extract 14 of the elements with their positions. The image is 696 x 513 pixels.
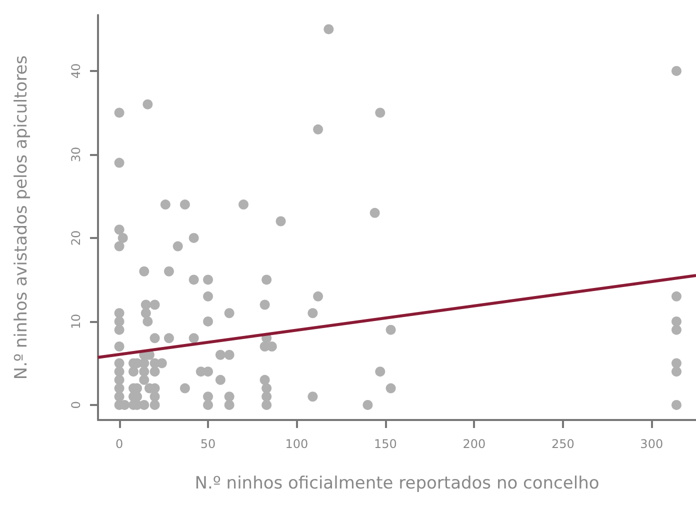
x-tick-label: 300 (640, 437, 664, 451)
y-tick-label: 0 (69, 401, 83, 409)
y-tick-label: 40 (69, 63, 83, 79)
y-tick-label: 30 (69, 146, 83, 162)
x-tick-label: 200 (462, 437, 486, 451)
x-tick-label: 0 (115, 437, 124, 451)
y-tick-label: 10 (69, 314, 83, 330)
x-tick-label: 100 (285, 437, 308, 451)
x-tick-label: 250 (551, 437, 574, 451)
x-axis-title: N.º ninhos oficialmente reportados no concelho (194, 474, 600, 494)
x-tick-label: 50 (200, 437, 216, 451)
x-tick-label: 150 (374, 437, 397, 451)
y-axis-title: N.º ninhos avistados pelos apicultores (12, 55, 32, 380)
y-tick-label: 20 (69, 230, 83, 246)
